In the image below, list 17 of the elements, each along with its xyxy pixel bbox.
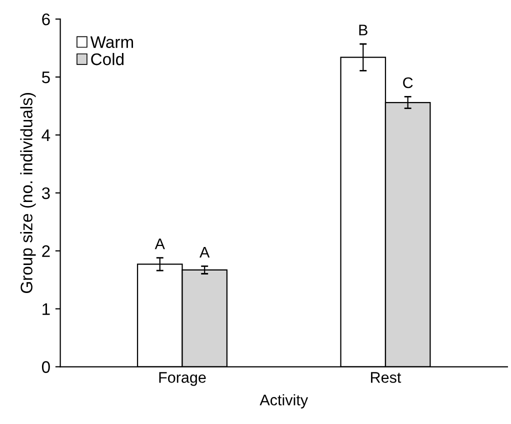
legend-label: Warm (90, 36, 134, 48)
data-label: A (154, 238, 165, 250)
y-tick-label: 2 (42, 245, 50, 257)
y-tick-label: 6 (42, 13, 50, 26)
x-axis-title: Activity (260, 394, 308, 408)
x-tick-label: Rest (371, 372, 402, 383)
data-label: A (200, 246, 210, 258)
y-tick-label: 1 (42, 303, 50, 315)
y-tick-label: 4 (42, 130, 50, 142)
x-tick-label: Forage (159, 372, 206, 386)
legend-label: Cold (91, 52, 124, 66)
data-label: B (359, 24, 368, 36)
y-tick-label: 0 (42, 361, 50, 373)
y-tick-label: 3 (42, 187, 50, 200)
y-tick-label: 5 (42, 72, 50, 84)
data-label: C (403, 77, 413, 88)
y-axis-title: Group size (no. individuals) (20, 92, 36, 294)
